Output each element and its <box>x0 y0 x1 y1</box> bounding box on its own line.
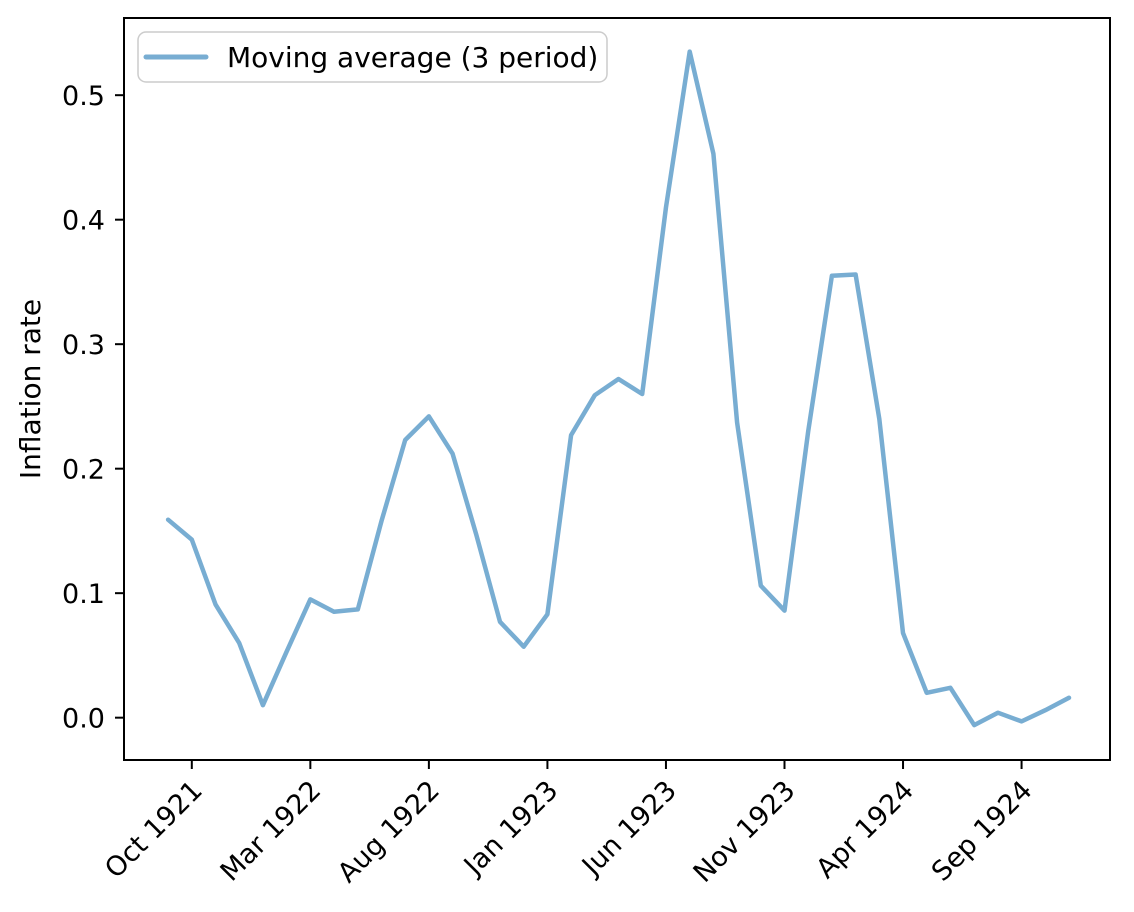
y-tick-label: 0.1 <box>62 579 105 610</box>
x-tick-label: Oct 1921 <box>99 775 209 885</box>
y-tick-label: 0.0 <box>62 704 105 735</box>
y-axis-label: Inflation rate <box>14 299 47 479</box>
series-line-moving-average <box>165 49 1072 728</box>
y-tick-label: 0.4 <box>62 206 105 237</box>
x-tick-label: Jan 1923 <box>457 775 564 882</box>
plot-border <box>123 17 1111 761</box>
x-tick-label: Sep 1924 <box>926 775 1039 888</box>
legend-label: Moving average (3 period) <box>227 41 598 74</box>
x-tick-label: Mar 1922 <box>215 775 328 888</box>
y-tick-label: 0.2 <box>62 455 105 486</box>
y-tick-label: 0.5 <box>62 81 105 112</box>
legend-box <box>137 31 608 83</box>
x-tick-label: Nov 1923 <box>688 775 802 889</box>
x-tick-label: Apr 1924 <box>810 775 920 885</box>
x-tick-label: Jun 1923 <box>575 775 683 883</box>
x-tick-label: Aug 1922 <box>332 775 446 889</box>
y-tick-label: 0.3 <box>62 330 105 361</box>
